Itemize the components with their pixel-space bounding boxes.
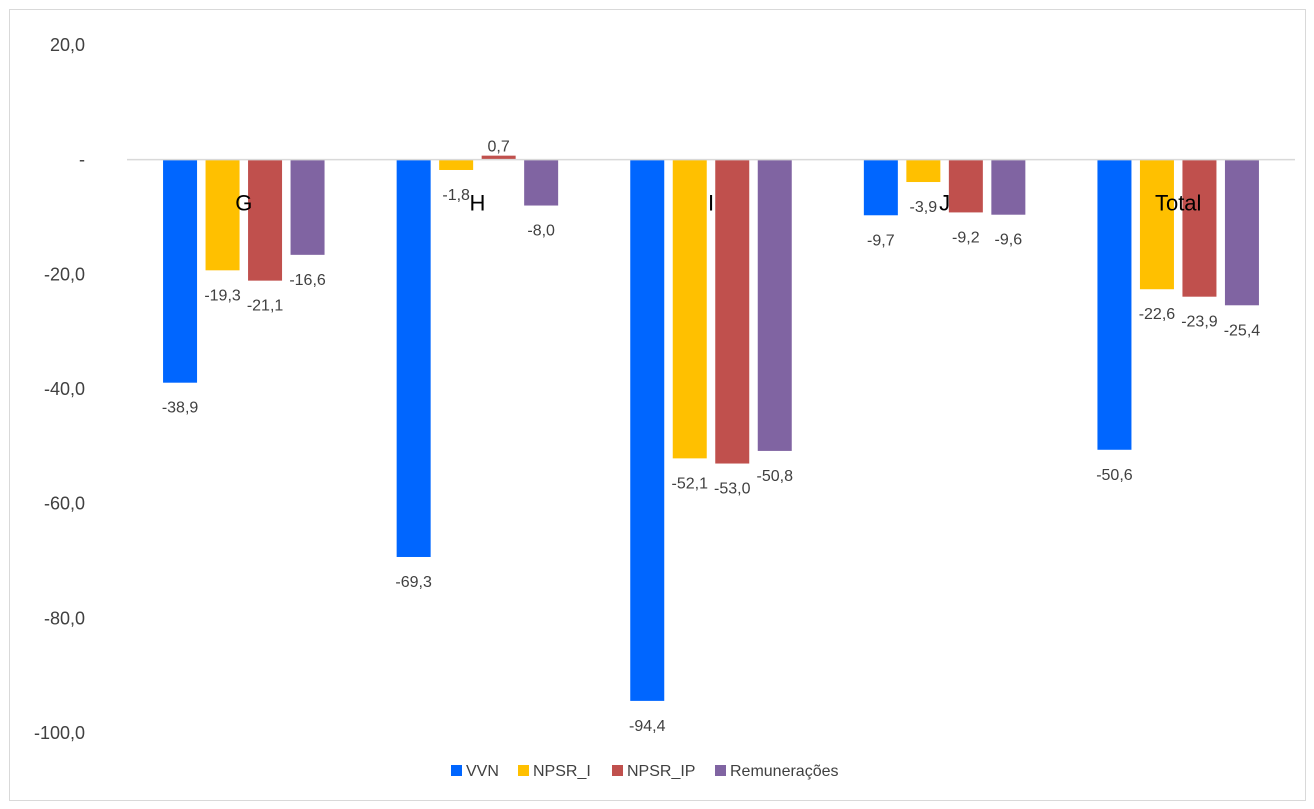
y-tick-label: -20,0 [44, 264, 85, 284]
bar-npsr-ip-g [248, 159, 283, 281]
bar-remunera-es-h [524, 159, 559, 206]
data-label: -50,6 [1096, 467, 1133, 484]
bar-remunera-es-j [991, 159, 1026, 215]
legend-swatch [518, 765, 529, 776]
bar-vvn-g [163, 159, 198, 383]
bar-npsr-i-total [1139, 159, 1174, 290]
data-label: -38,9 [162, 400, 199, 417]
y-tick-label: -40,0 [44, 379, 85, 399]
y-axis: 20,0 - -20,0 -40,0 -60,0 -80,0 -100,0 [34, 35, 85, 743]
bar-vvn-j [863, 159, 898, 216]
legend: VVN NPSR_I NPSR_IP Remunerações [451, 763, 839, 780]
data-label: -9,2 [952, 229, 980, 246]
bar-npsr-ip-h [481, 155, 516, 160]
data-label: -16,6 [289, 272, 326, 289]
bar-remunera-es-g [290, 159, 325, 255]
data-label: -3,9 [910, 199, 938, 216]
legend-swatch [612, 765, 623, 776]
data-label: -9,6 [995, 232, 1023, 249]
data-label: -8,0 [527, 223, 555, 240]
y-tick-label: -60,0 [44, 494, 85, 514]
data-label: -53,0 [714, 481, 751, 498]
category-label: I [708, 191, 714, 216]
data-label: -19,3 [204, 287, 241, 304]
bar-npsr-ip-total [1182, 159, 1217, 297]
y-tick-label: -100,0 [34, 723, 85, 743]
category-label: J [939, 191, 950, 216]
data-label: -1,8 [442, 187, 470, 204]
y-tick-label: -80,0 [44, 608, 85, 628]
data-label: -23,9 [1181, 314, 1218, 331]
bar-npsr-ip-i [715, 159, 750, 464]
data-label: -69,3 [395, 574, 432, 591]
bar-npsr-i-g [205, 159, 240, 271]
y-tick-label: - [79, 150, 85, 170]
legend-label: Remunerações [730, 763, 839, 780]
data-labels: -38,9 -19,3 -21,1 -16,6 -69,3 -1,8 0,7 -8,0 -94,… [162, 139, 1260, 735]
category-labels: G H I J Total [235, 191, 1201, 216]
legend-label: NPSR_IP [627, 763, 695, 780]
data-label: -25,4 [1224, 322, 1261, 339]
bar-vvn-h [396, 159, 431, 557]
bar-vvn-total [1097, 159, 1132, 450]
legend-label: VVN [466, 763, 499, 780]
category-label: Total [1155, 191, 1201, 216]
data-label: -50,8 [757, 468, 794, 485]
bar-vvn-i [630, 159, 665, 701]
data-label: -21,1 [247, 298, 284, 315]
bar-npsr-ip-j [948, 159, 983, 213]
bar-npsr-i-j [906, 159, 941, 183]
category-label: G [235, 191, 252, 216]
legend-swatch [451, 765, 462, 776]
data-label: -52,1 [672, 475, 709, 492]
bar-remunera-es-i [757, 159, 792, 451]
bars [163, 155, 1259, 701]
data-label: -9,7 [867, 232, 895, 249]
data-label: 0,7 [488, 139, 510, 156]
legend-swatch [715, 765, 726, 776]
bar-remunera-es-total [1224, 159, 1259, 306]
bar-npsr-i-h [439, 159, 474, 170]
data-label: -94,4 [629, 718, 666, 735]
bar-npsr-i-i [672, 159, 707, 459]
data-label: -22,6 [1139, 306, 1176, 323]
y-tick-label: 20,0 [50, 35, 85, 55]
legend-label: NPSR_I [533, 763, 591, 780]
category-label: H [469, 191, 485, 216]
